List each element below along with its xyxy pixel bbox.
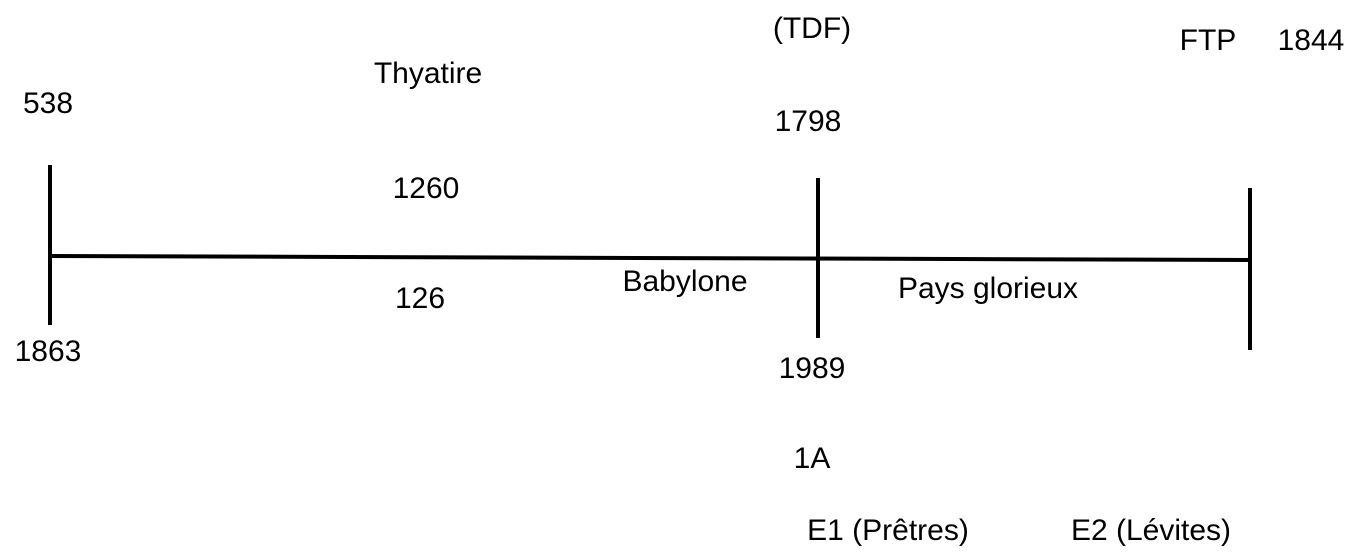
label: 1A (794, 442, 831, 475)
label: FTP (1180, 24, 1237, 57)
label: E2 (Lévites) (1071, 514, 1231, 547)
label: Pays glorieux (898, 272, 1078, 305)
label: 1863 (15, 335, 82, 368)
timeline-axis (49, 254, 1253, 262)
label: 1989 (779, 352, 846, 385)
label: Babylone (622, 265, 747, 298)
label: 1260 (393, 172, 460, 205)
label: 1798 (775, 105, 842, 138)
label: 538 (23, 87, 73, 120)
label: (TDF) (773, 12, 851, 45)
label: E1 (Prêtres) (807, 514, 969, 547)
label: 126 (395, 282, 445, 315)
label: 1844 (1278, 24, 1345, 57)
label: Thyatire (374, 57, 482, 90)
